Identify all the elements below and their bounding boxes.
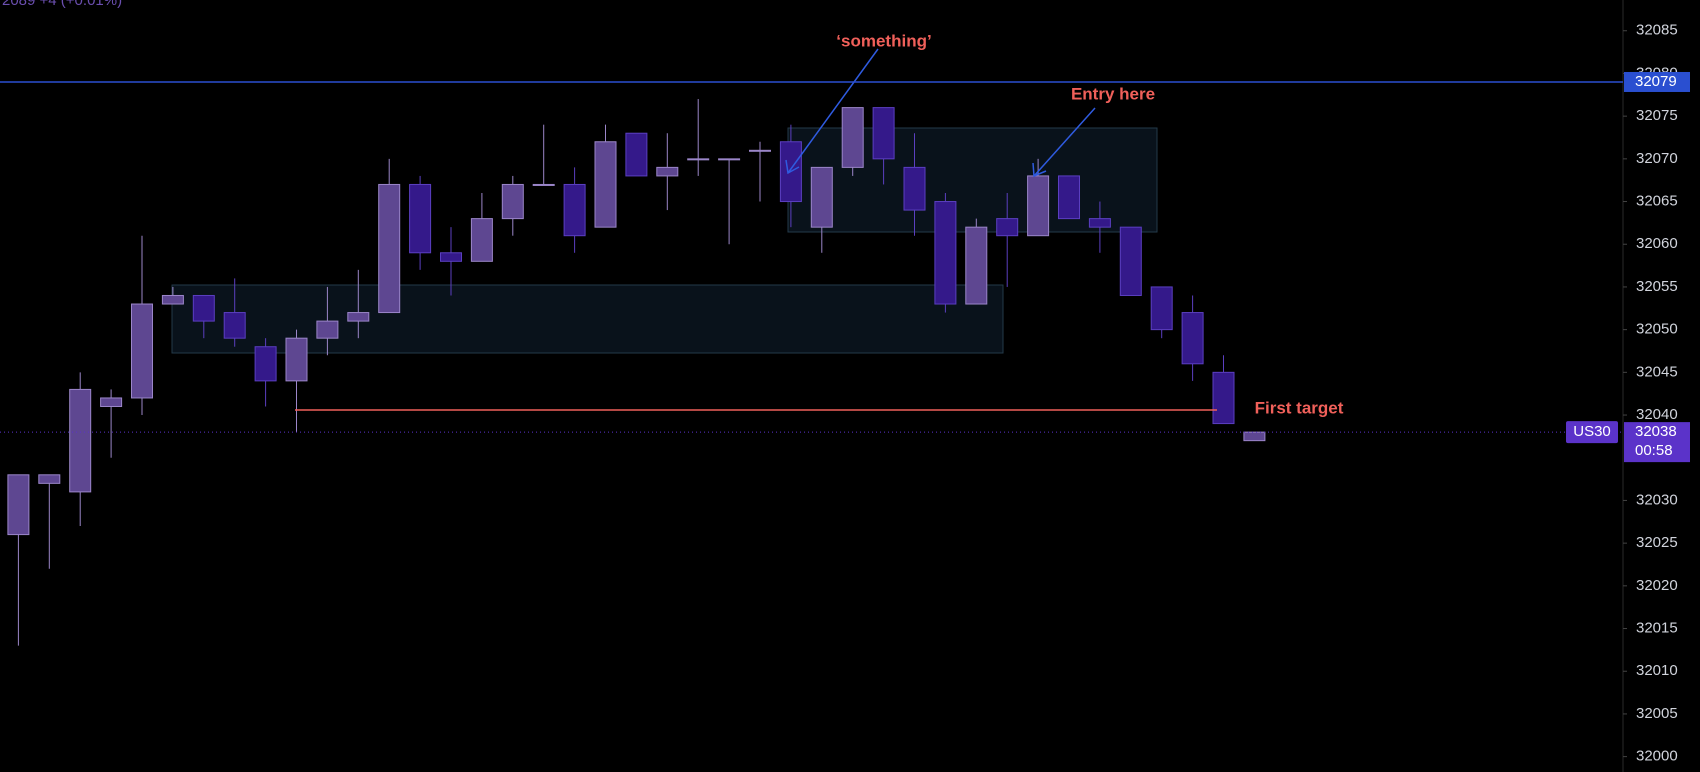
y-tick-label: 32010 [1636,662,1678,679]
candle-body [687,158,710,161]
price-label: 32079 [1635,73,1677,90]
candle-body [934,201,957,305]
candle-body [1212,371,1235,425]
candle-body [69,388,92,493]
candle-body [1058,175,1080,220]
candle-body [563,183,586,237]
candle-body [996,218,1019,237]
arrow [1033,107,1096,177]
y-tick-label: 32055 [1636,278,1678,295]
price-label-box [1624,71,1690,92]
candle-body [223,312,246,339]
candle-body [38,474,61,484]
header-text: 2089 +4 (+0.01%) [2,0,122,9]
y-tick-label: 32085 [1636,22,1678,39]
current-price-label: 32038 [1635,423,1677,440]
annotation: Entry here [1071,84,1155,103]
y-tick-label: 32015 [1636,619,1678,636]
candle-body [285,337,308,382]
symbol-box [1566,421,1618,444]
candle-body [872,107,895,160]
zone [171,284,1004,354]
candle-body [594,141,617,228]
candle-body [501,183,524,220]
arrow-head [785,159,800,175]
y-tick-label: 32000 [1636,748,1678,765]
annotation: ‘something’ [836,31,931,50]
candle-body [440,252,462,262]
y-tick-label: 32040 [1636,406,1678,423]
symbol-label: US30 [1573,423,1611,440]
countdown-label: 00:58 [1635,442,1673,459]
candle-body [131,303,153,399]
candle-body [316,320,339,339]
y-tick-label: 32065 [1636,193,1678,210]
arrow [787,48,879,174]
annotation: First target [1255,398,1344,417]
candle-body [409,183,432,254]
y-tick-label: 32060 [1636,235,1678,252]
candle-body [718,158,741,161]
candle-body [347,312,370,322]
candle-body [625,132,648,177]
y-tick-label: 32050 [1636,321,1678,338]
candle-body [810,166,833,228]
y-tick-label: 32025 [1636,534,1678,551]
candle-body [1027,175,1050,237]
candle-body [161,294,184,305]
candle-body [903,166,926,211]
y-tick-label: 32075 [1636,107,1678,124]
candle-body [532,183,555,186]
candle-body [470,218,493,262]
candle-body [192,294,215,322]
y-tick-label: 32020 [1636,577,1678,594]
candle-body [100,397,123,407]
y-tick-label: 32070 [1636,150,1678,167]
candle-body [749,149,771,152]
y-tick-label: 32030 [1636,491,1678,508]
y-tick-label: 32005 [1636,705,1678,722]
candle-body [254,346,277,382]
arrow-head [1032,162,1047,178]
current-price-box [1624,422,1690,463]
candle-body [841,107,864,168]
candle-body [1181,312,1204,365]
candle-body [1243,431,1266,442]
candle-body [378,183,401,314]
candle-body [1119,226,1142,296]
candle-body [7,474,30,536]
candle-body [1088,218,1111,228]
candle-body [656,166,679,177]
candle-body [1150,286,1173,331]
candle-body [965,226,988,305]
y-tick-label: 32045 [1636,363,1678,380]
